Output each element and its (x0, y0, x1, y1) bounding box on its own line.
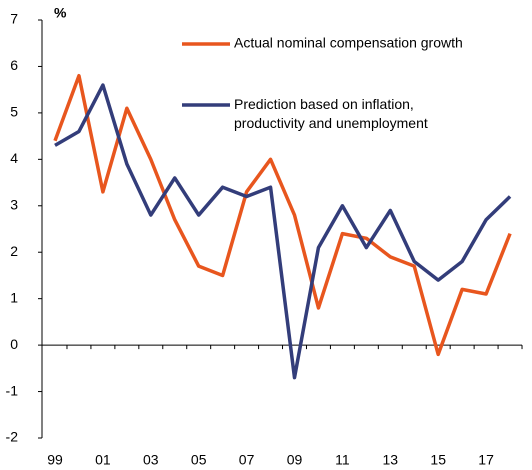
y-tick-label: -1 (6, 382, 19, 398)
series-line (53, 73, 512, 357)
x-tick-label: 15 (430, 452, 446, 468)
x-tick-label: 01 (95, 452, 111, 468)
x-tick-label: 05 (191, 452, 207, 468)
x-tick-label: 11 (335, 452, 350, 468)
y-tick-label: 4 (10, 150, 18, 166)
y-tick-label: -2 (6, 429, 19, 445)
x-tick-label: 13 (383, 452, 399, 468)
x-tick-label: 17 (478, 452, 494, 468)
y-tick-label: 5 (10, 104, 18, 120)
y-tick-label: 3 (10, 196, 18, 212)
y-tick-label: 0 (10, 336, 18, 352)
legend-label: Prediction based on inflation, productivi… (234, 96, 428, 131)
x-tick-label: 07 (239, 452, 255, 468)
x-tick-label: 09 (287, 452, 303, 468)
y-unit: % (54, 5, 67, 21)
x-tick-label: 03 (143, 452, 159, 468)
y-tick-label: 2 (10, 243, 18, 259)
y-tick-label: 6 (10, 57, 18, 73)
series-line (54, 83, 512, 380)
x-tick-label: 99 (47, 452, 63, 468)
legend-label: Actual nominal compensation growth (234, 35, 463, 51)
y-tick-label: 1 (10, 289, 18, 305)
y-tick-label: 7 (10, 11, 18, 27)
